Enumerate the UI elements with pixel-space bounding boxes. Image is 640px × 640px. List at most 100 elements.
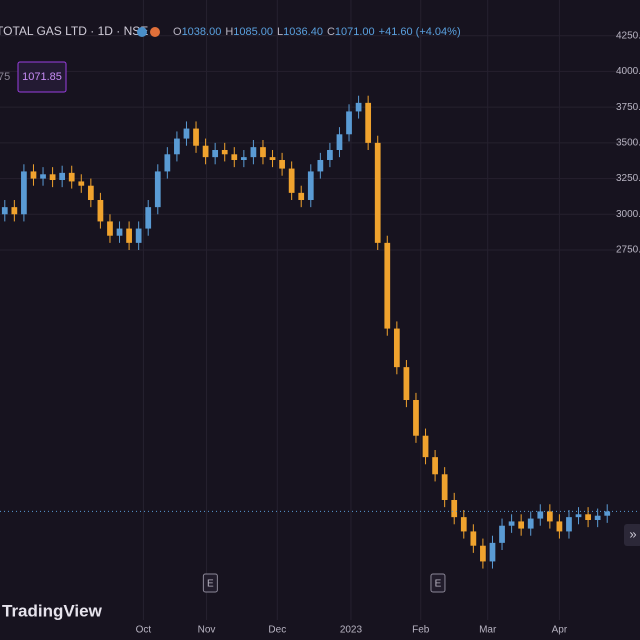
- candle-body: [212, 150, 219, 158]
- candle-body: [231, 154, 238, 160]
- cut-price: 75: [0, 71, 10, 83]
- candle-body: [126, 228, 132, 243]
- symbol-title: TOTAL GAS LTD · 1D · NSE: [0, 24, 148, 38]
- candle-body: [107, 221, 113, 236]
- ohlc-label: L: [277, 26, 283, 38]
- candle-body: [59, 172, 66, 180]
- candle-body: [260, 147, 266, 158]
- ohlc-label: O: [173, 26, 182, 38]
- candle-body: [518, 521, 525, 529]
- candle-body: [174, 138, 180, 155]
- candle-body: [422, 435, 429, 458]
- y-tick-label: 4250.00: [616, 30, 640, 41]
- ohlc-label: H: [225, 26, 233, 38]
- candle-body: [585, 514, 591, 520]
- candle-body: [154, 171, 161, 208]
- candle-body: [480, 545, 486, 562]
- x-tick-label: Feb: [412, 625, 430, 636]
- candle-body: [269, 157, 276, 160]
- candle-body: [1, 207, 8, 215]
- x-tick-label: Nov: [198, 625, 216, 636]
- candle-body: [87, 185, 94, 200]
- candle-body: [21, 171, 27, 215]
- candle-body: [145, 207, 152, 229]
- x-tick-label: 2023: [340, 625, 363, 636]
- candle-body: [527, 518, 534, 529]
- candles: [0, 95, 640, 569]
- event-marker: [202, 573, 218, 593]
- ohlc-value: 1085.00: [233, 26, 273, 38]
- candle-body: [575, 514, 582, 518]
- logo: TradingView: [2, 601, 103, 620]
- scroll-icon: »: [629, 526, 636, 541]
- scroll-button[interactable]: [624, 524, 640, 546]
- candle-body: [499, 525, 505, 543]
- candle-body: [432, 457, 438, 475]
- candle-body: [202, 145, 209, 158]
- x-tick-label: Dec: [268, 625, 286, 636]
- candle-body: [594, 515, 601, 520]
- candle-body: [135, 228, 142, 243]
- candle-body: [49, 174, 56, 180]
- candle-body: [460, 517, 467, 532]
- candle-body: [327, 150, 333, 160]
- candle-body: [393, 328, 400, 368]
- candle-body: [317, 160, 324, 172]
- candle-body: [546, 511, 553, 522]
- candle-body: [537, 511, 544, 519]
- overlay: TOTAL GAS LTD · 1D · NSE O1038.00 H1085.0…: [0, 24, 640, 620]
- event-label: E: [207, 579, 214, 590]
- candle-body: [489, 542, 496, 562]
- candle-body: [403, 367, 410, 400]
- y-tick-label: 4000.00: [616, 66, 640, 77]
- candle-body: [604, 511, 611, 516]
- candle-body: [346, 111, 352, 135]
- y-tick-label: 3250.00: [616, 173, 640, 184]
- ohlc-value: 1036.40: [283, 26, 323, 38]
- candle-body: [307, 171, 314, 200]
- settings-icon[interactable]: [150, 27, 160, 37]
- candle-body: [355, 102, 362, 112]
- x-tick-label: Apr: [552, 625, 568, 636]
- candle-body: [183, 128, 190, 139]
- candle-body: [164, 154, 171, 172]
- candle-body: [11, 207, 18, 215]
- candle-body: [68, 172, 75, 182]
- candle-body: [298, 192, 305, 200]
- candle-body: [470, 531, 477, 546]
- candle-body: [193, 128, 199, 146]
- eye-icon[interactable]: [137, 27, 147, 37]
- candle-body: [384, 242, 391, 329]
- candle-body: [336, 134, 343, 150]
- candle-body: [556, 521, 563, 532]
- candle-body: [78, 181, 85, 186]
- y-tick-label: 3500.00: [616, 137, 640, 148]
- candle-body: [374, 142, 381, 243]
- ohlc-values: O1038.00 H1085.00 L1036.40 C1071.00 +41.60 (…: [173, 26, 461, 38]
- y-tick-label: 3000.00: [616, 209, 640, 220]
- y-tick-label: 3750.00: [616, 102, 640, 113]
- candle-body: [116, 228, 123, 236]
- price-box-text: 1071.85: [22, 71, 62, 83]
- candle-body: [30, 171, 37, 179]
- candle-body: [40, 174, 46, 179]
- ohlc-value: 1038.00: [182, 26, 222, 38]
- candle-body: [413, 400, 419, 436]
- x-tick-label: Oct: [136, 625, 152, 636]
- candle-body: [250, 147, 257, 158]
- event-label: E: [435, 579, 442, 590]
- candle-body: [288, 168, 295, 193]
- candle-body: [508, 521, 515, 526]
- candle-body: [566, 517, 572, 532]
- ohlc-change: +41.60 (+4.04%): [379, 26, 461, 38]
- candle-body: [451, 500, 458, 518]
- candle-body: [441, 474, 448, 500]
- ohlc-value: 1071.00: [335, 26, 375, 38]
- price-box[interactable]: [17, 61, 67, 93]
- candle-body: [97, 200, 104, 222]
- event-marker: [430, 573, 446, 593]
- candle-body: [221, 150, 228, 155]
